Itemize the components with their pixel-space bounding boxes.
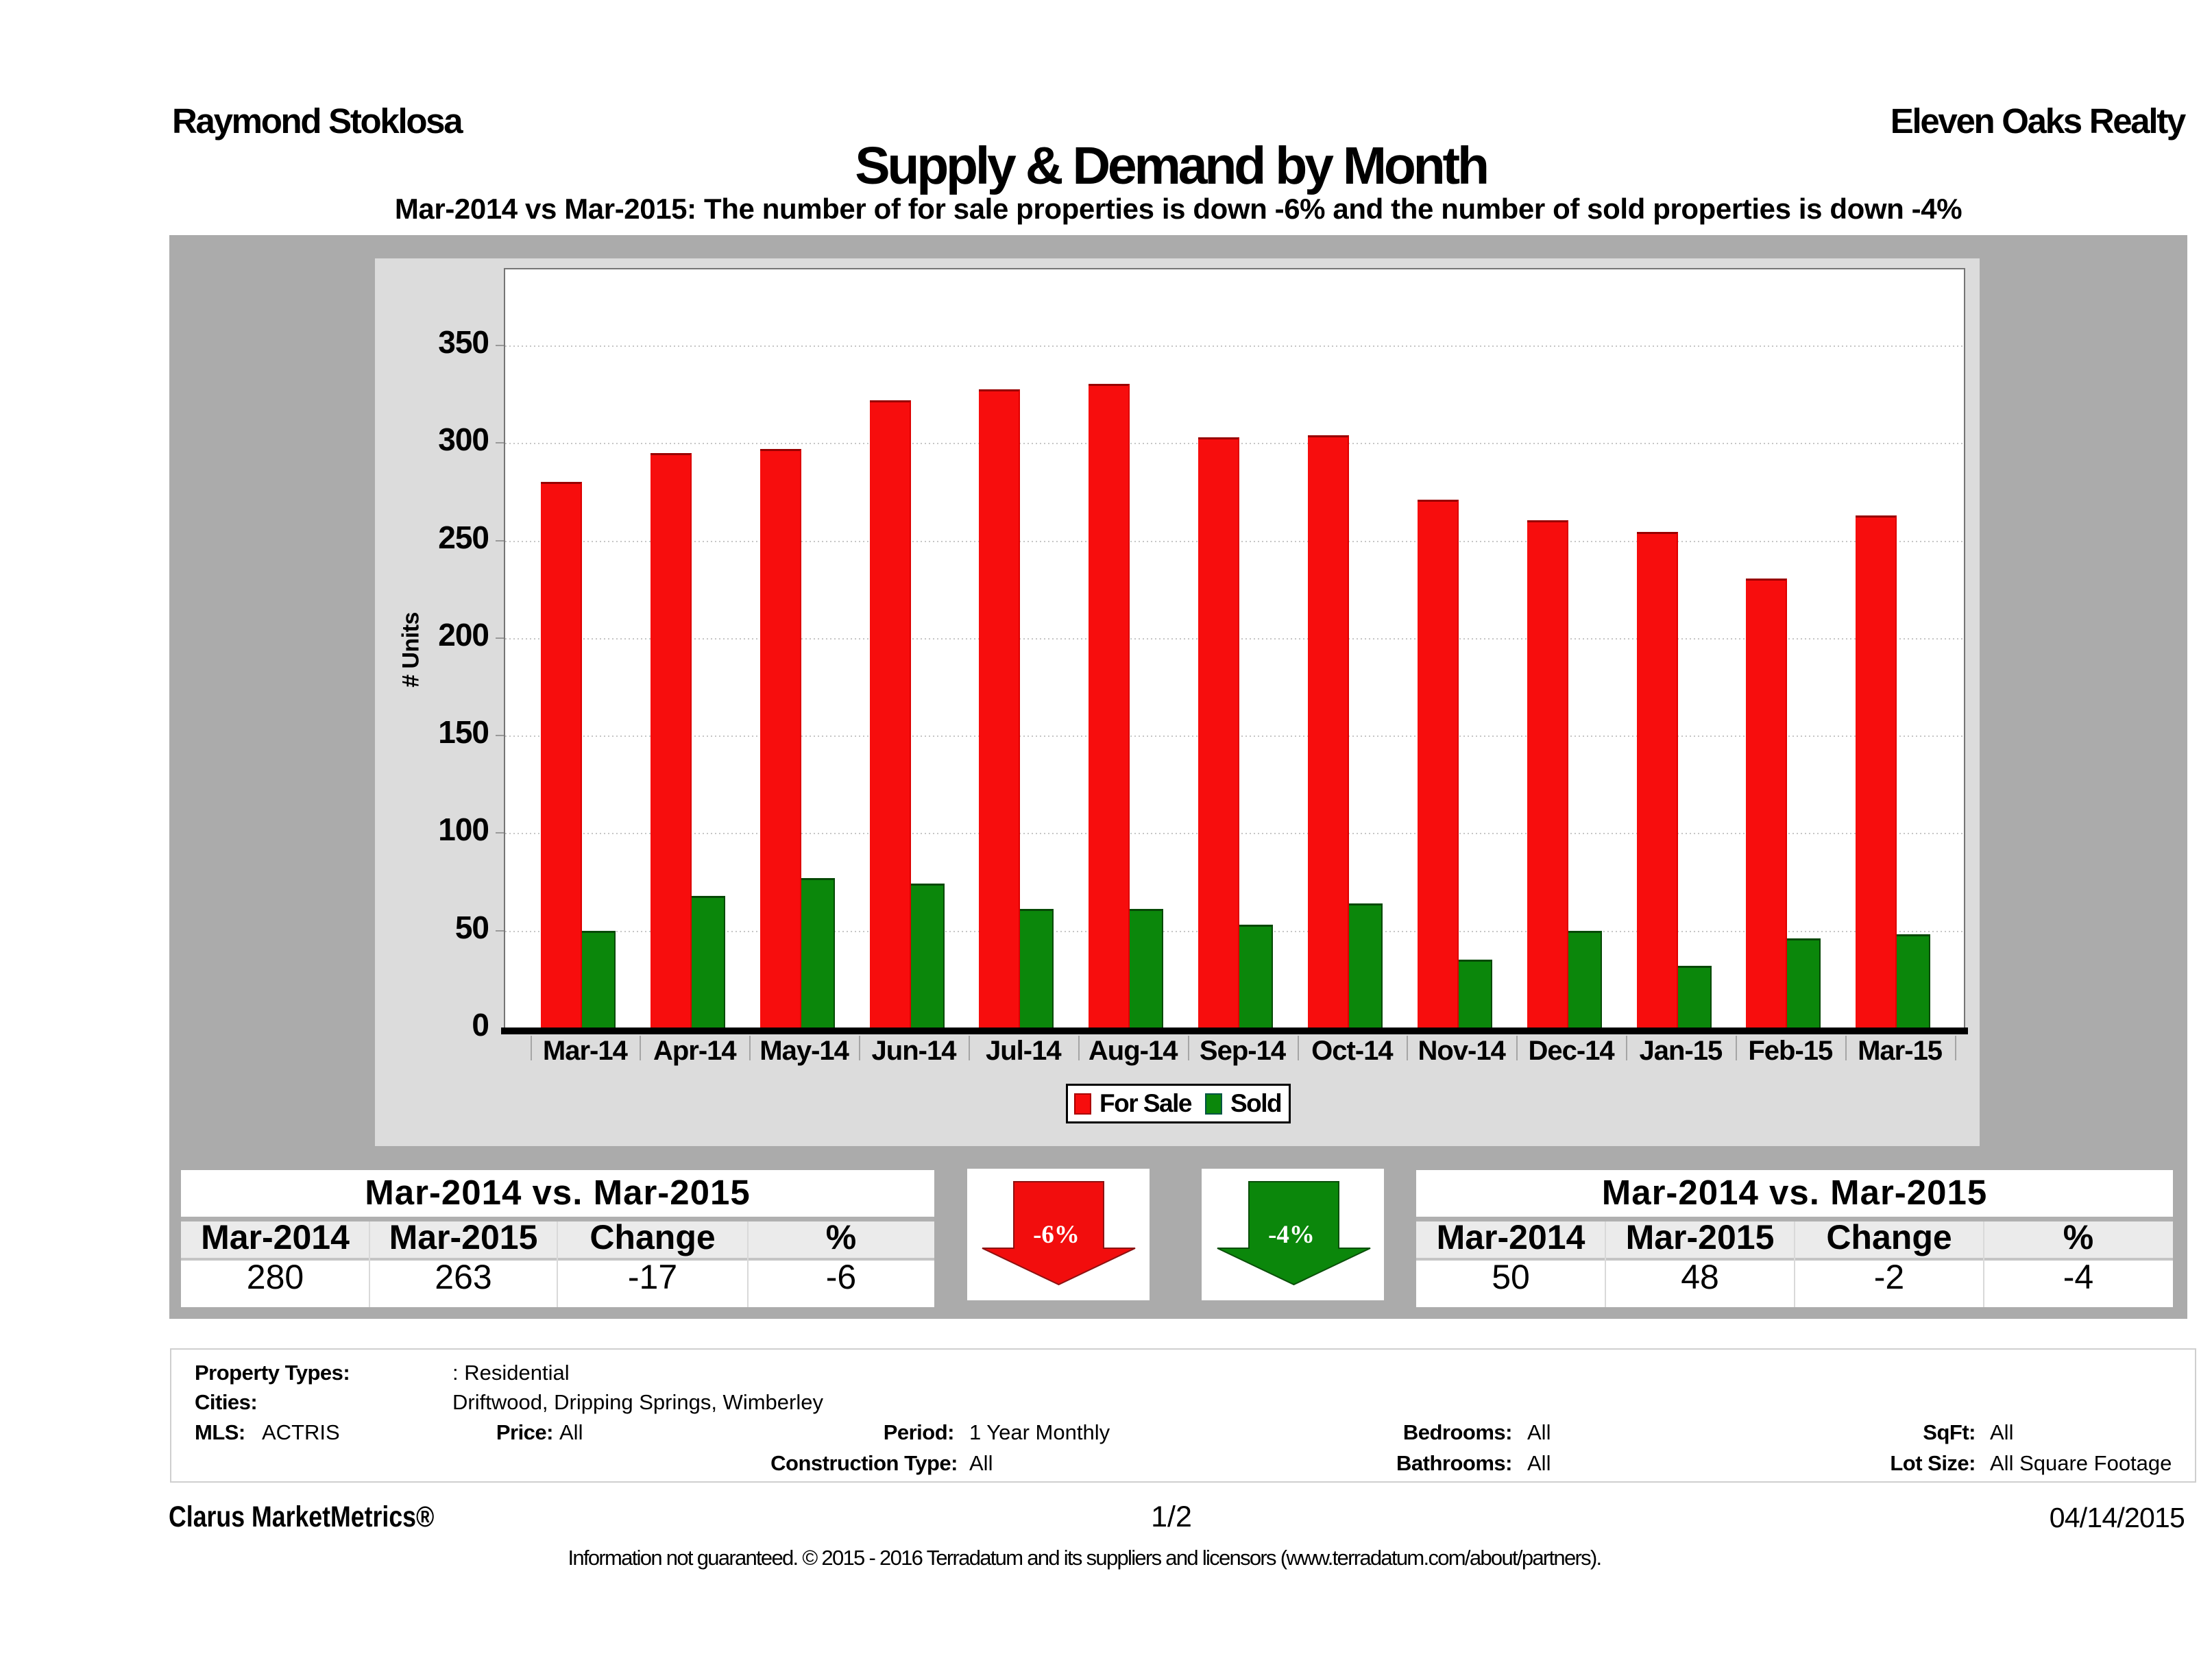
- svg-text:-6%: -6%: [1033, 1221, 1080, 1249]
- svg-text:-4%: -4%: [1268, 1221, 1315, 1249]
